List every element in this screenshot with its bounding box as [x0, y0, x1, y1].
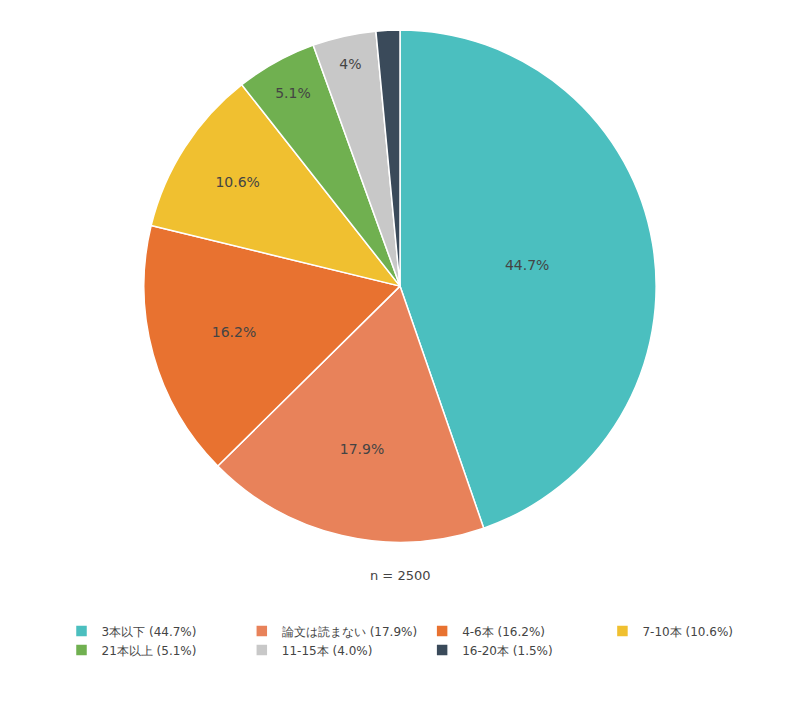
svg-text:11-15本 (4.0%): 11-15本 (4.0%)	[282, 644, 373, 658]
svg-text:7-10本 (10.6%): 7-10本 (10.6%)	[642, 625, 733, 639]
svg-text:17.9%: 17.9%	[340, 441, 384, 457]
svg-text:4%: 4%	[339, 56, 361, 72]
svg-text:論文は読まない (17.9%): 論文は読まない (17.9%)	[282, 625, 417, 639]
svg-text:n = 2500: n = 2500	[370, 568, 430, 583]
svg-text:4-6本 (16.2%): 4-6本 (16.2%)	[462, 625, 545, 639]
svg-text:5.1%: 5.1%	[275, 85, 311, 101]
svg-text:16-20本 (1.5%): 16-20本 (1.5%)	[462, 644, 553, 658]
svg-text:44.7%: 44.7%	[505, 257, 549, 273]
svg-text:3本以下 (44.7%): 3本以下 (44.7%)	[102, 625, 197, 639]
svg-text:10.6%: 10.6%	[215, 174, 259, 190]
svg-text:21本以上 (5.1%): 21本以上 (5.1%)	[102, 644, 197, 658]
svg-text:16.2%: 16.2%	[212, 324, 256, 340]
